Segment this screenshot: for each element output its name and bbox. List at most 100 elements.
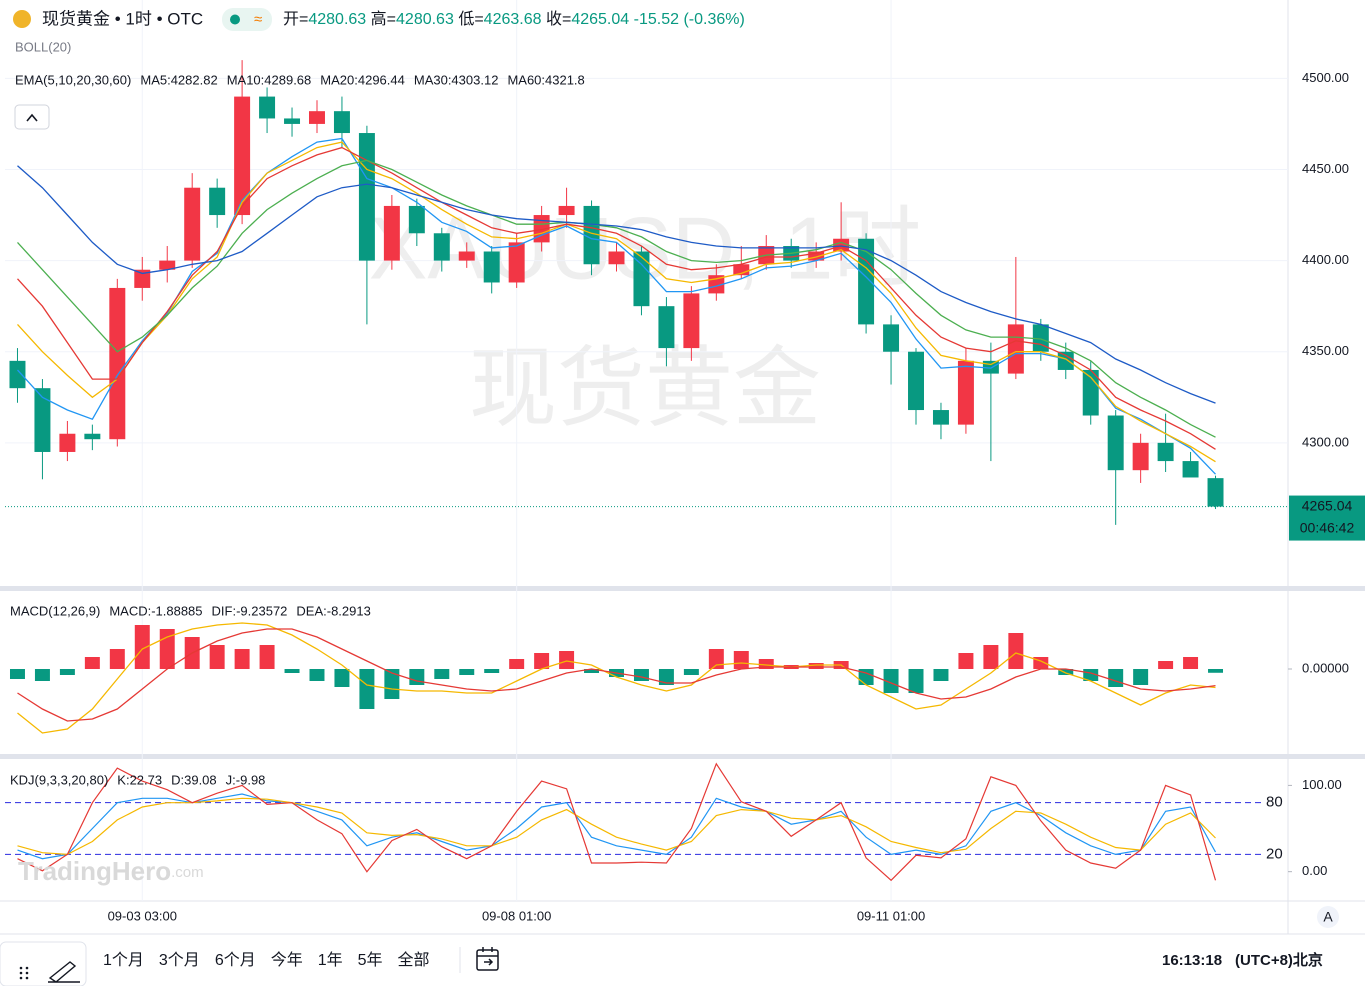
candle-body [1007, 324, 1024, 374]
range-button[interactable]: 6个月 [215, 951, 256, 969]
macd-bar [1108, 669, 1124, 687]
macd-bar [1058, 669, 1074, 675]
x-tick-label: 09-11 01:00 [857, 908, 925, 923]
candle-body [184, 187, 201, 261]
y-tick-label: 4500.00 [1302, 70, 1349, 85]
calendar-icon[interactable] [476, 947, 499, 971]
legend-entry: MA30:4303.12 [414, 72, 499, 87]
level-label: 80 [1266, 794, 1283, 811]
collapse-icon [26, 113, 38, 122]
price-tag-countdown: 00:46:42 [1300, 519, 1355, 535]
range-buttons: 1个月 3个月 6个月 今年 1年 5年 全部 [103, 951, 430, 969]
candle-body [159, 260, 176, 270]
macd-bar [534, 653, 550, 669]
macd-bar [733, 651, 749, 669]
macd-bar [509, 659, 525, 669]
plot-layer: 09-03 03:00 09-08 01:00 09-11 01:00 4300.00… [5, 0, 1349, 923]
legend-entry[interactable]: KDJ(9,3,3,20,80) [10, 772, 108, 787]
macd-bar [409, 669, 425, 685]
candle-body [234, 96, 251, 216]
quote-value: 4263.68 [484, 11, 542, 28]
quote-label: 低= [458, 10, 483, 28]
candle-body [109, 287, 126, 440]
legend-entry: MACD:-1.88885 [109, 603, 202, 618]
candle-body [558, 205, 575, 216]
macd-bar [758, 659, 774, 669]
macd-bar [334, 669, 350, 687]
legend-entry: MA20:4296.44 [320, 72, 405, 87]
panel-separator [0, 586, 1365, 591]
boll-label[interactable]: BOLL(20) [15, 39, 71, 54]
y-tick-label: 0.00 [1302, 863, 1327, 878]
quote-label: 收= [546, 10, 571, 28]
candle-body [433, 233, 450, 261]
range-button[interactable]: 全部 [398, 951, 430, 969]
candle-body [932, 410, 949, 425]
pencil-icon[interactable] [48, 961, 80, 983]
candle-body [1207, 478, 1224, 507]
macd-bar [808, 663, 824, 669]
range-button[interactable]: 3个月 [159, 951, 200, 969]
candle-body [1057, 351, 1074, 370]
quote-value: 4265.04 [571, 11, 629, 28]
candle-body [333, 111, 350, 134]
macd-bar [683, 669, 699, 675]
macd-bar [84, 657, 100, 669]
auto-scale-button[interactable] [1317, 906, 1339, 928]
candle-body [883, 324, 900, 352]
legend-entry: D:39.08 [171, 772, 217, 787]
legend-entry: K:22.73 [117, 772, 162, 787]
macd-bar [658, 669, 674, 685]
timezone[interactable]: (UTC+8)北京 [1235, 951, 1323, 969]
quote-label: 开= [283, 11, 308, 28]
range-button[interactable]: 今年 [271, 951, 303, 969]
candle-body [284, 118, 301, 124]
ma-line [17, 165, 1216, 404]
y-tick-label: 100.00 [1302, 777, 1342, 792]
status-pill[interactable] [222, 8, 272, 31]
candle-body [134, 269, 151, 288]
range-button[interactable]: 1年 [318, 951, 343, 969]
y-tick-label: 4400.00 [1302, 252, 1349, 267]
panel-separator [0, 754, 1365, 759]
x-tick-label: 09-03 03:00 [108, 908, 177, 923]
macd-bar [34, 669, 50, 681]
range-button[interactable]: 1个月 [103, 951, 144, 969]
symbol-title[interactable]: 现货黄金 • 1时 • OTC [42, 9, 203, 28]
macd-bar [708, 649, 724, 669]
y-tick-label: 4350.00 [1302, 343, 1349, 358]
macd-bar [883, 669, 899, 693]
kdj-line [17, 793, 1217, 860]
legend-entry: J:-9.98 [226, 772, 266, 787]
legend-entry[interactable]: EMA(5,10,20,30,60) [15, 72, 131, 87]
candle-body [483, 251, 500, 283]
macd-bar [1133, 669, 1149, 685]
legend-entry: DIF:-9.23572 [212, 603, 288, 618]
macd-bar [434, 669, 450, 679]
candle-body [1132, 442, 1149, 471]
range-button[interactable]: 5年 [358, 951, 383, 969]
level-label: 20 [1266, 845, 1283, 862]
legend-entry[interactable]: MACD(12,26,9) [10, 603, 100, 618]
x-tick-label: 09-08 01:00 [482, 908, 551, 923]
clock: 16:13:18 [1162, 952, 1222, 969]
candle-body [84, 433, 101, 440]
candle-body [1032, 324, 1049, 352]
collapse-button[interactable] [14, 104, 50, 130]
legend-entry: MA10:4289.68 [227, 72, 312, 87]
macd-bar [983, 645, 999, 669]
candle-body [583, 205, 600, 265]
macd-bar [1183, 657, 1199, 669]
candle-body [908, 351, 924, 411]
macd-bar [134, 625, 150, 669]
quote-line: 开=4280.63 高=4280.63 低=4263.68 收=4265.04 … [283, 10, 745, 28]
grip-icon [19, 966, 29, 980]
macd-bar [584, 669, 600, 673]
candle-body [1157, 442, 1174, 462]
candle-body [34, 388, 51, 452]
y-tick-label: 4300.00 [1302, 434, 1349, 449]
legend-entry: MA60:4321.8 [507, 72, 584, 87]
ma-line [17, 141, 1216, 463]
candle-body [533, 215, 550, 243]
